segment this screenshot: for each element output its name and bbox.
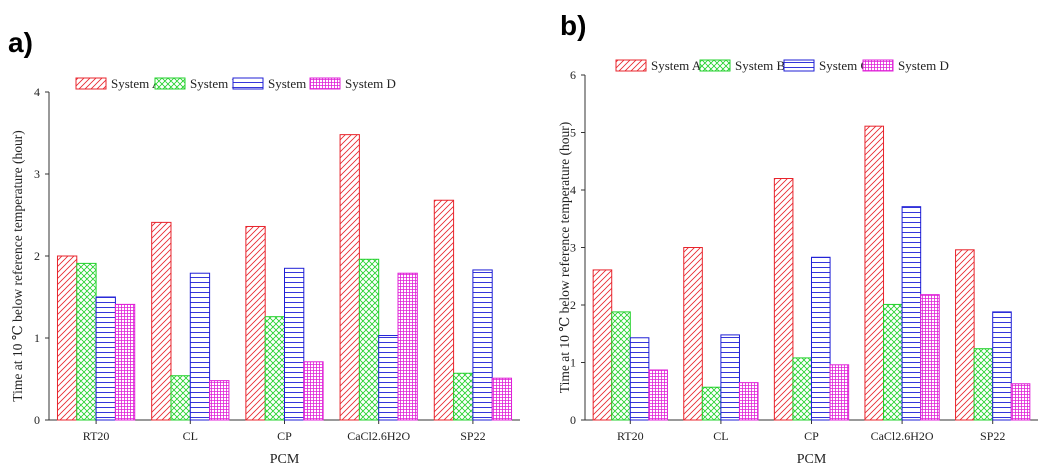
x-tick-label: CL xyxy=(713,429,728,443)
bar-system-a-cl xyxy=(151,221,172,421)
bar-system-a-cacl26h2o xyxy=(339,134,360,421)
bar-system-a-sp22 xyxy=(433,199,455,421)
y-tick-label: 3 xyxy=(570,241,576,255)
y-tick-label: 3 xyxy=(34,167,40,181)
legend-entry: System C xyxy=(268,76,318,91)
bar-system-c-cl xyxy=(720,334,740,421)
y-tick-label: 2 xyxy=(34,249,40,263)
legend-swatch xyxy=(862,59,894,72)
y-tick-label: 2 xyxy=(570,298,576,312)
x-tick-label: RT20 xyxy=(83,429,110,443)
bar-system-c-cl xyxy=(189,272,211,421)
bar-system-b-cp xyxy=(792,357,813,421)
bar-system-d-sp22 xyxy=(1010,383,1031,421)
bar-system-b-cacl26h2o xyxy=(358,258,380,421)
x-tick-label: CaCl2.6H2O xyxy=(347,429,410,443)
chart-panel-b: b) 0 1 2 3 4 5 6 Time at 10 ℃ below reference te… xyxy=(557,10,1038,467)
bar-system-a-rt20 xyxy=(592,269,613,421)
x-tick-label: CL xyxy=(183,429,198,443)
x-tick-label: SP22 xyxy=(980,429,1005,443)
y-tick-label: 0 xyxy=(570,413,576,427)
chart-panel-a: a) 0 1 2 3 4 Time at 10 ℃ below reference temp… xyxy=(8,27,520,467)
bar-system-d-cacl26h2o xyxy=(397,272,418,421)
bar-system-c-cacl26h2o xyxy=(901,206,922,421)
y-tick-label: 4 xyxy=(34,85,40,99)
bar-system-b-cl xyxy=(170,375,191,421)
legend: System A System B System C System D xyxy=(75,76,396,91)
bar-system-a-sp22 xyxy=(955,249,975,421)
legend-swatch xyxy=(75,77,107,90)
legend-entry: System A xyxy=(651,58,702,73)
legend: System A System B System C System D xyxy=(615,58,949,73)
panel-label: a) xyxy=(8,27,33,58)
legend-swatch xyxy=(783,59,815,72)
bar-system-a-cp xyxy=(245,225,266,421)
bar-system-d-cl xyxy=(209,380,230,421)
panel-label: b) xyxy=(560,10,586,41)
legend-entry: System B xyxy=(735,58,786,73)
bar-system-c-cp xyxy=(811,256,831,421)
bar-system-b-cp xyxy=(264,316,285,421)
bar-system-b-sp22 xyxy=(453,372,474,421)
bar-system-c-rt20 xyxy=(95,296,116,421)
legend-swatch xyxy=(615,59,647,72)
bar-system-d-rt20 xyxy=(114,303,136,421)
y-tick-label: 5 xyxy=(570,126,576,140)
legend-entry: System C xyxy=(819,58,869,73)
legend-entry: System B xyxy=(190,76,241,91)
bar-system-c-rt20 xyxy=(629,337,650,421)
x-tick-label: RT20 xyxy=(617,429,644,443)
bar-system-a-rt20 xyxy=(56,255,78,421)
y-tick-label: 0 xyxy=(34,413,40,427)
y-axis-label: Time at 10 ℃ below reference temperature… xyxy=(10,130,25,401)
x-tick-label: CaCl2.6H2O xyxy=(871,429,934,443)
legend-swatch xyxy=(699,59,731,72)
bar-system-d-cp xyxy=(829,364,850,421)
bar-system-b-rt20 xyxy=(611,311,631,421)
bar-system-b-cl xyxy=(701,386,722,421)
bar-system-d-sp22 xyxy=(491,377,513,421)
y-tick-label: 6 xyxy=(570,68,576,82)
x-tick-label: CP xyxy=(804,429,819,443)
legend-swatch xyxy=(309,77,341,90)
bar-system-b-rt20 xyxy=(76,262,97,421)
legend-entry: System A xyxy=(111,76,162,91)
legend-entry: System D xyxy=(898,58,949,73)
y-tick-label: 1 xyxy=(570,356,576,370)
y-axis-label: Time at 10 ℃ below reference temperature… xyxy=(557,122,572,393)
bar-system-b-cacl26h2o xyxy=(883,303,903,421)
bar-system-c-cp xyxy=(284,267,305,421)
legend-swatch xyxy=(154,77,186,90)
x-axis-label: PCM xyxy=(270,452,300,467)
bar-system-d-rt20 xyxy=(648,369,668,421)
bar-system-c-cacl26h2o xyxy=(378,335,399,421)
bar-system-a-cp xyxy=(773,178,794,421)
x-axis-label: PCM xyxy=(797,452,827,467)
bar-system-d-cp xyxy=(303,361,324,421)
x-tick-label: SP22 xyxy=(460,429,485,443)
bar-system-a-cl xyxy=(683,247,703,421)
bar-system-b-sp22 xyxy=(973,348,994,421)
legend-entry: System D xyxy=(345,76,396,91)
bar-system-d-cl xyxy=(738,382,759,421)
bar-system-c-sp22 xyxy=(472,269,493,421)
y-tick-label: 1 xyxy=(34,331,40,345)
legend-swatch xyxy=(232,77,264,90)
bar-system-a-cacl26h2o xyxy=(864,125,885,421)
y-tick-label: 4 xyxy=(570,183,576,197)
bar-system-d-cacl26h2o xyxy=(920,294,940,421)
bar-system-c-sp22 xyxy=(992,311,1012,421)
x-tick-label: CP xyxy=(277,429,292,443)
